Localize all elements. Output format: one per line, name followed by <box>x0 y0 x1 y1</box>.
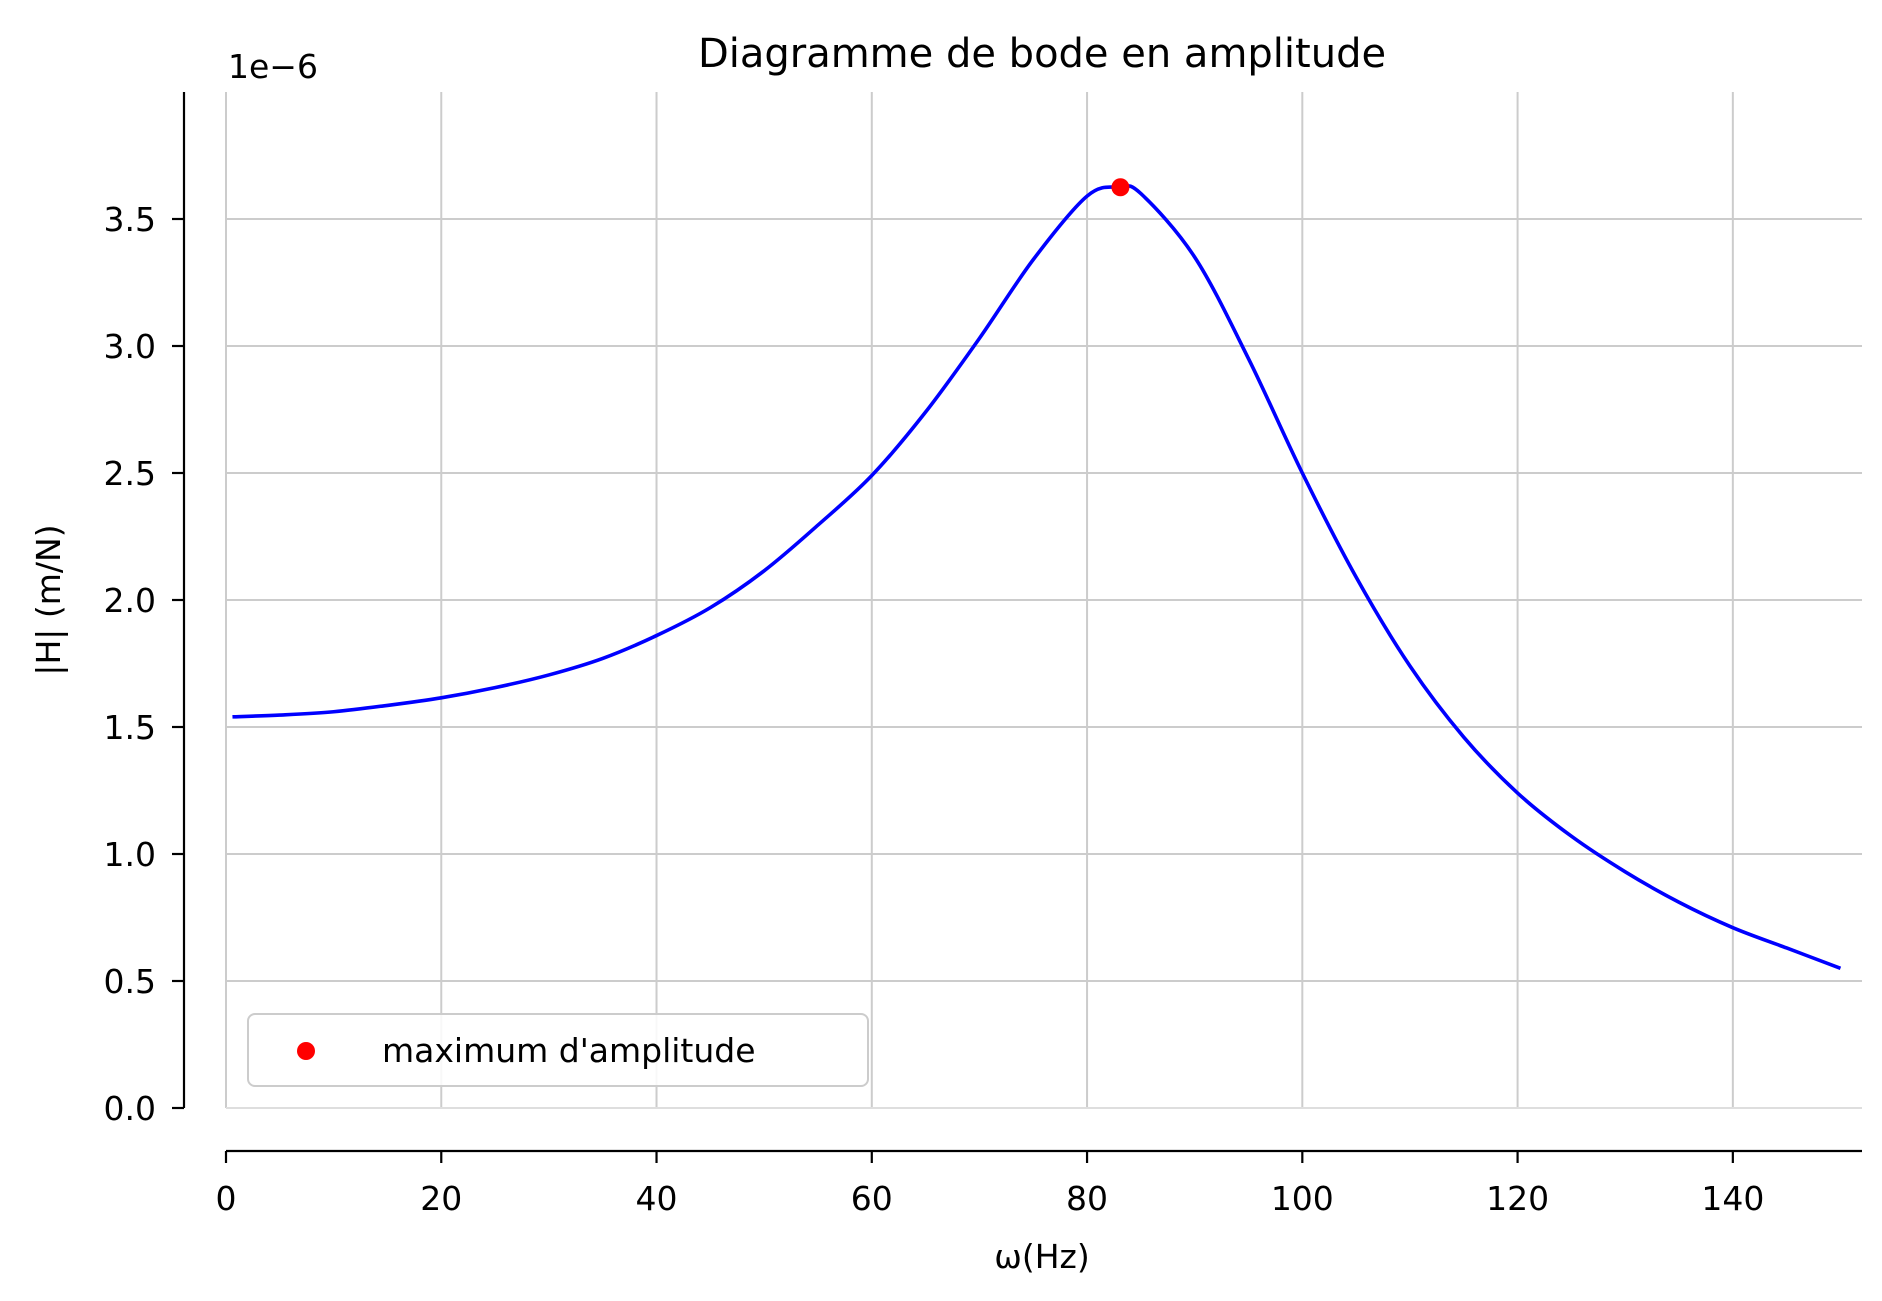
amplitude-curve <box>232 184 1842 970</box>
x-axis-ticks: 0 20 40 60 80 100 120 140 <box>216 1151 1764 1218</box>
y-tick-label: 1.0 <box>104 835 156 874</box>
legend-marker <box>297 1042 315 1060</box>
chart-title: Diagramme de bode en amplitude <box>698 31 1386 77</box>
max-amplitude-point <box>1111 178 1130 197</box>
legend: maximum d'amplitude <box>247 1013 869 1087</box>
y-tick-label: 2.5 <box>104 454 156 493</box>
x-tick-label: 80 <box>1066 1179 1108 1218</box>
grid <box>225 92 1862 1109</box>
x-tick-label: 40 <box>636 1179 678 1218</box>
y-tick-label: 3.5 <box>104 200 156 239</box>
x-tick-label: 60 <box>851 1179 893 1218</box>
y-tick-label: 2.0 <box>104 581 156 620</box>
y-axis-title: |H| (m/N) <box>29 524 68 675</box>
y-tick-label: 1.5 <box>104 708 156 747</box>
x-tick-label: 0 <box>216 1179 237 1218</box>
y-tick-label: 0.0 <box>104 1089 156 1128</box>
y-axis-offset-label: 1e−6 <box>228 47 318 86</box>
y-tick-label: 3.0 <box>104 327 156 366</box>
legend-label: maximum d'amplitude <box>382 1031 756 1070</box>
x-tick-label: 20 <box>420 1179 462 1218</box>
x-tick-label: 120 <box>1486 1179 1549 1218</box>
x-tick-label: 140 <box>1701 1179 1764 1218</box>
x-axis-title: ω(Hz) <box>994 1237 1090 1276</box>
y-axis-ticks: 0.0 0.5 1.0 1.5 2.0 2.5 3.0 3.5 <box>104 200 184 1128</box>
y-tick-label: 0.5 <box>104 962 156 1001</box>
legend-frame <box>247 1013 869 1087</box>
x-tick-label: 100 <box>1271 1179 1334 1218</box>
